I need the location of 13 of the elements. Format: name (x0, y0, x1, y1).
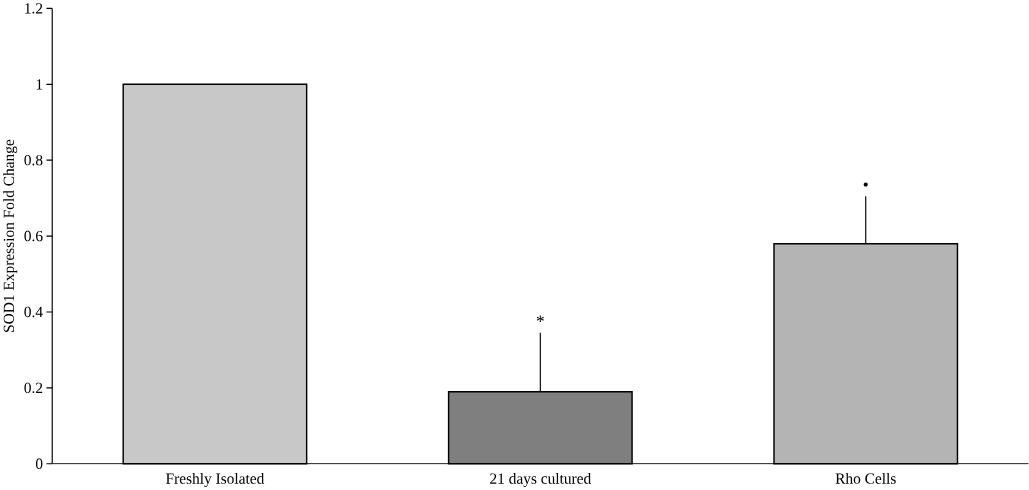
y-tick-label: 0.2 (24, 382, 43, 394)
y-tick-label: 0.4 (24, 306, 43, 318)
y-tick-label: 0 (35, 458, 43, 469)
x-tick-label: 21 days cultured (490, 472, 592, 487)
x-tick-label: Rho Cells (835, 472, 896, 484)
x-tick-label: Freshly Isolated (165, 472, 265, 487)
y-tick-label: 1 (36, 79, 43, 90)
y-tick-label: 0.6 (24, 230, 43, 242)
annotation: * (536, 315, 544, 322)
annotation: • (863, 182, 868, 187)
y-tick-label: 0.8 (24, 154, 43, 166)
y-axis-title: SOD1 Expression Fold Change (3, 139, 18, 332)
y-tick-label: 1.2 (25, 3, 43, 14)
